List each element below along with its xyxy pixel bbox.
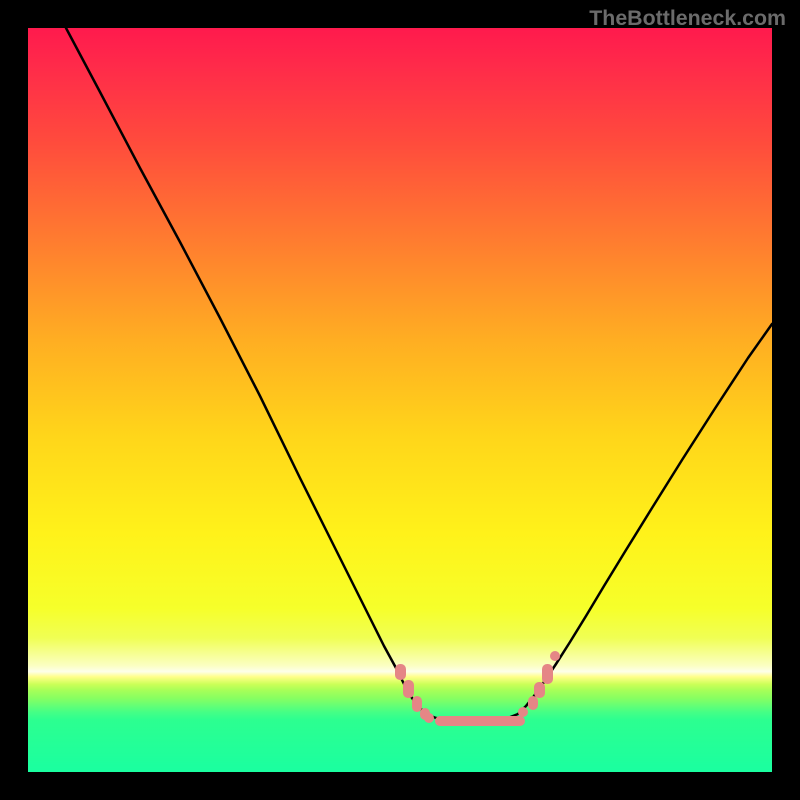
marker-dot: [550, 651, 560, 661]
chart-container: TheBottleneck.com: [0, 0, 800, 800]
marker-segment: [412, 696, 422, 712]
marker-dot: [518, 707, 528, 717]
marker-segment: [534, 682, 545, 698]
marker-segment: [528, 696, 538, 710]
marker-segment: [403, 680, 414, 698]
chart-svg: [0, 0, 800, 800]
frame-top: [0, 0, 800, 28]
marker-segment: [395, 664, 406, 680]
gradient-background: [28, 28, 772, 772]
frame-right: [772, 0, 800, 800]
frame-left: [0, 0, 28, 800]
marker-dot: [424, 713, 434, 723]
frame-bottom: [0, 772, 800, 800]
marker-segment: [542, 664, 553, 684]
marker-segment: [435, 716, 525, 726]
